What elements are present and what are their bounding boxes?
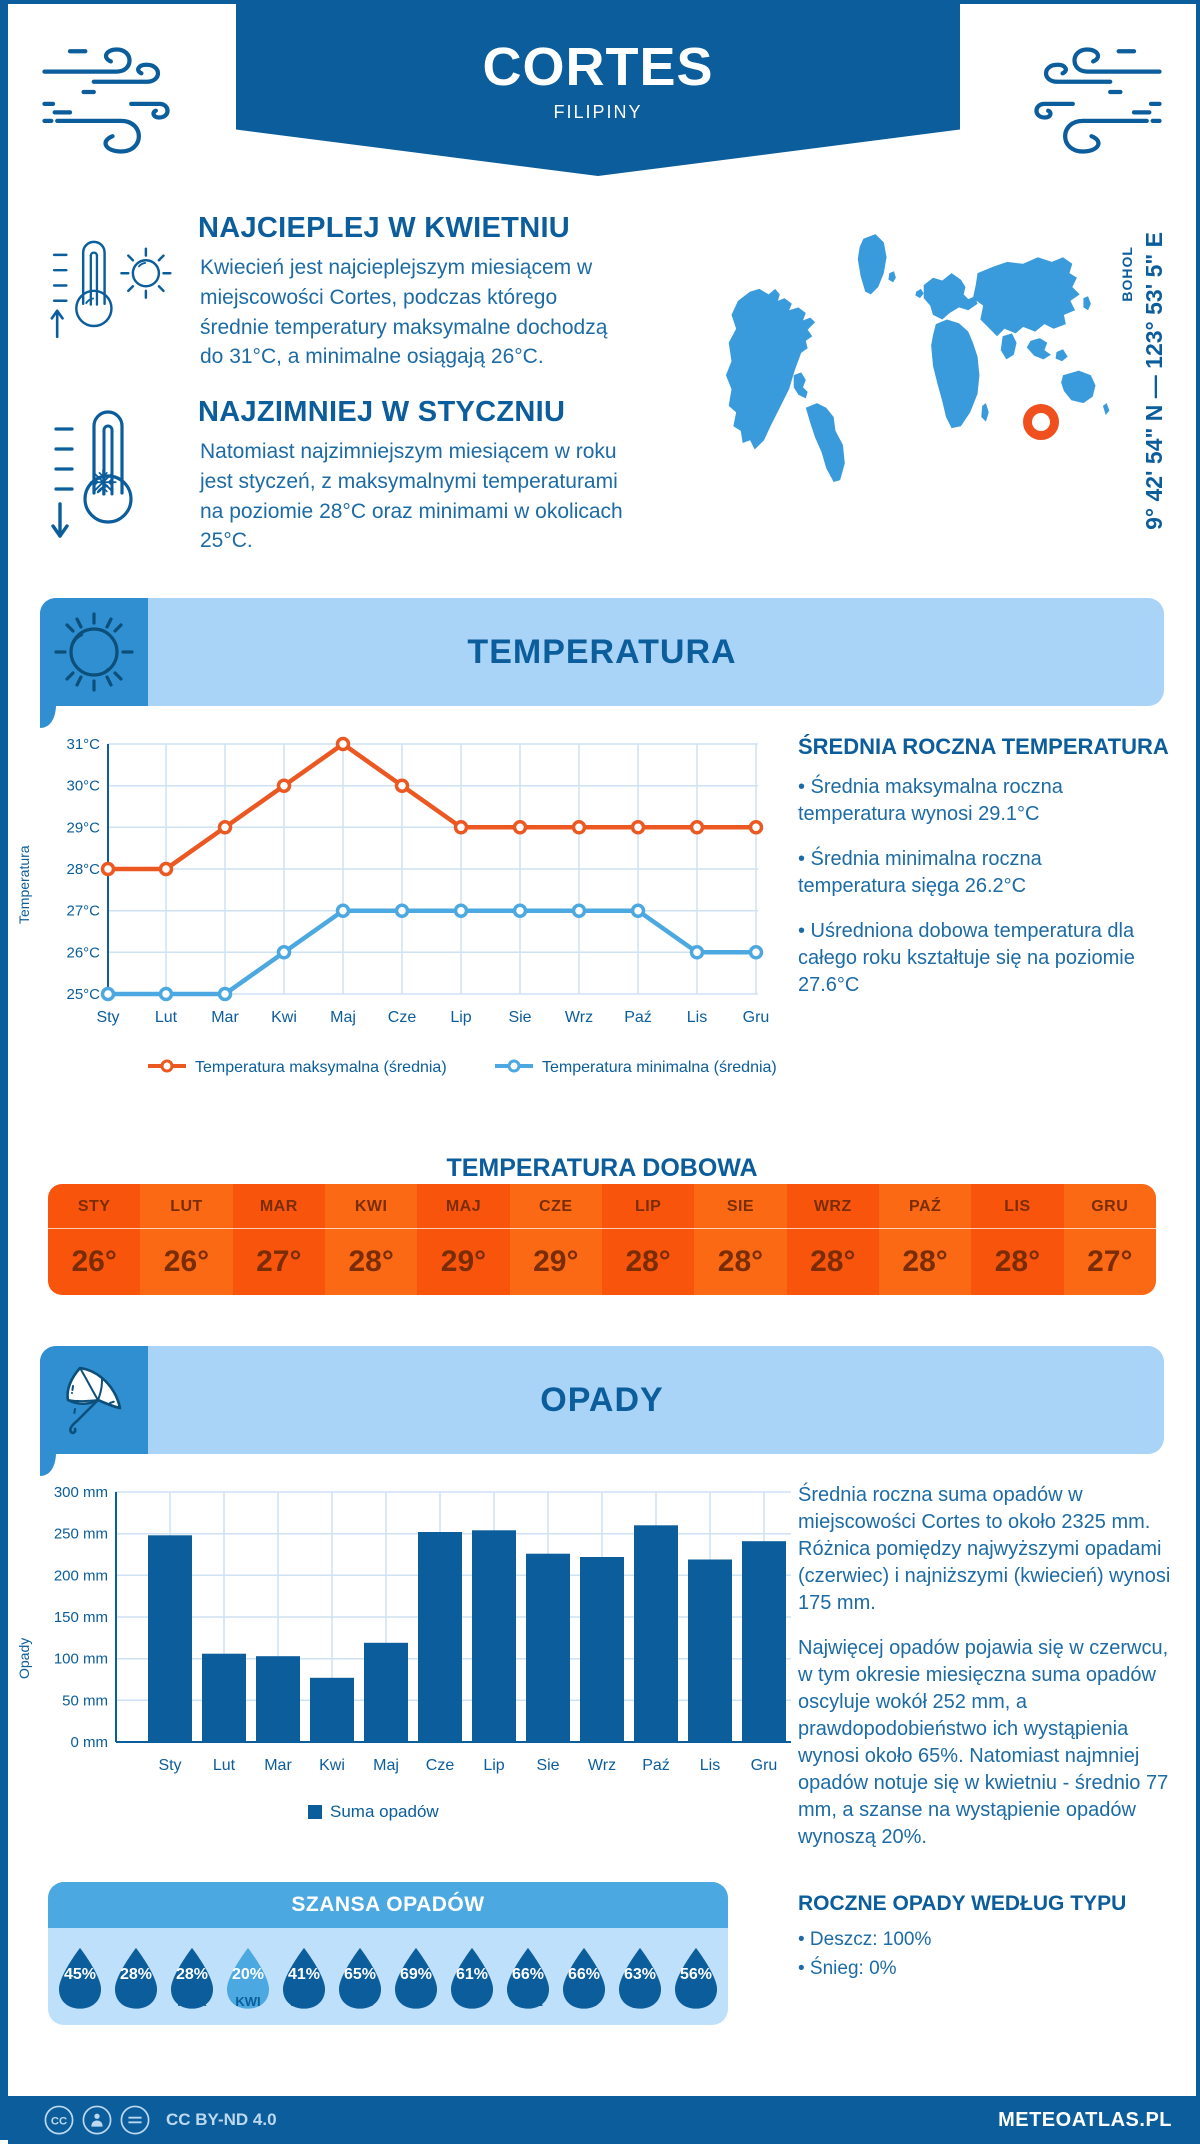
svg-text:Paź: Paź (624, 1009, 652, 1026)
svg-text:Lis: Lis (687, 1009, 707, 1026)
svg-text:26°C: 26°C (66, 944, 100, 961)
svg-text:Kwi: Kwi (271, 1009, 297, 1026)
svg-text:31°C: 31°C (66, 736, 100, 753)
svg-text:CC: CC (51, 2116, 67, 2128)
svg-text:29°C: 29°C (66, 819, 100, 836)
svg-text:Lis: Lis (700, 1757, 720, 1774)
svg-text:25°C: 25°C (66, 986, 100, 1003)
svg-text:Sty: Sty (96, 1009, 119, 1026)
svg-text:Lut: Lut (213, 1757, 236, 1774)
svg-text:0 mm: 0 mm (71, 1734, 109, 1751)
svg-text:Sty: Sty (158, 1757, 181, 1774)
svg-text:Cze: Cze (388, 1009, 417, 1026)
svg-text:Temperatura maksymalna (średni: Temperatura maksymalna (średnia) (195, 1059, 447, 1076)
svg-text:Mar: Mar (211, 1009, 239, 1026)
svg-text:100 mm: 100 mm (54, 1651, 108, 1668)
svg-text:Maj: Maj (330, 1009, 356, 1026)
svg-text:Gru: Gru (751, 1757, 778, 1774)
svg-text:300 mm: 300 mm (54, 1484, 108, 1501)
svg-text:200 mm: 200 mm (54, 1567, 108, 1584)
svg-text:50 mm: 50 mm (62, 1692, 108, 1709)
svg-text:30°C: 30°C (66, 778, 100, 795)
svg-text:Maj: Maj (373, 1757, 399, 1774)
svg-text:150 mm: 150 mm (54, 1609, 108, 1626)
svg-text:Wrz: Wrz (565, 1009, 593, 1026)
svg-text:Gru: Gru (743, 1009, 770, 1026)
svg-text:Lut: Lut (155, 1009, 178, 1026)
svg-text:28°C: 28°C (66, 861, 100, 878)
svg-text:Lip: Lip (450, 1009, 471, 1026)
svg-text:Paź: Paź (642, 1757, 670, 1774)
svg-text:Wrz: Wrz (588, 1757, 616, 1774)
svg-text:Mar: Mar (264, 1757, 292, 1774)
svg-text:Sie: Sie (536, 1757, 559, 1774)
svg-text:Suma opadów: Suma opadów (330, 1802, 439, 1821)
svg-text:250 mm: 250 mm (54, 1526, 108, 1543)
svg-text:Kwi: Kwi (319, 1757, 345, 1774)
svg-text:Sie: Sie (508, 1009, 531, 1026)
svg-text:27°C: 27°C (66, 903, 100, 920)
svg-text:Lip: Lip (483, 1757, 504, 1774)
svg-text:Temperatura minimalna (średnia: Temperatura minimalna (średnia) (542, 1059, 777, 1076)
svg-text:Cze: Cze (426, 1757, 455, 1774)
